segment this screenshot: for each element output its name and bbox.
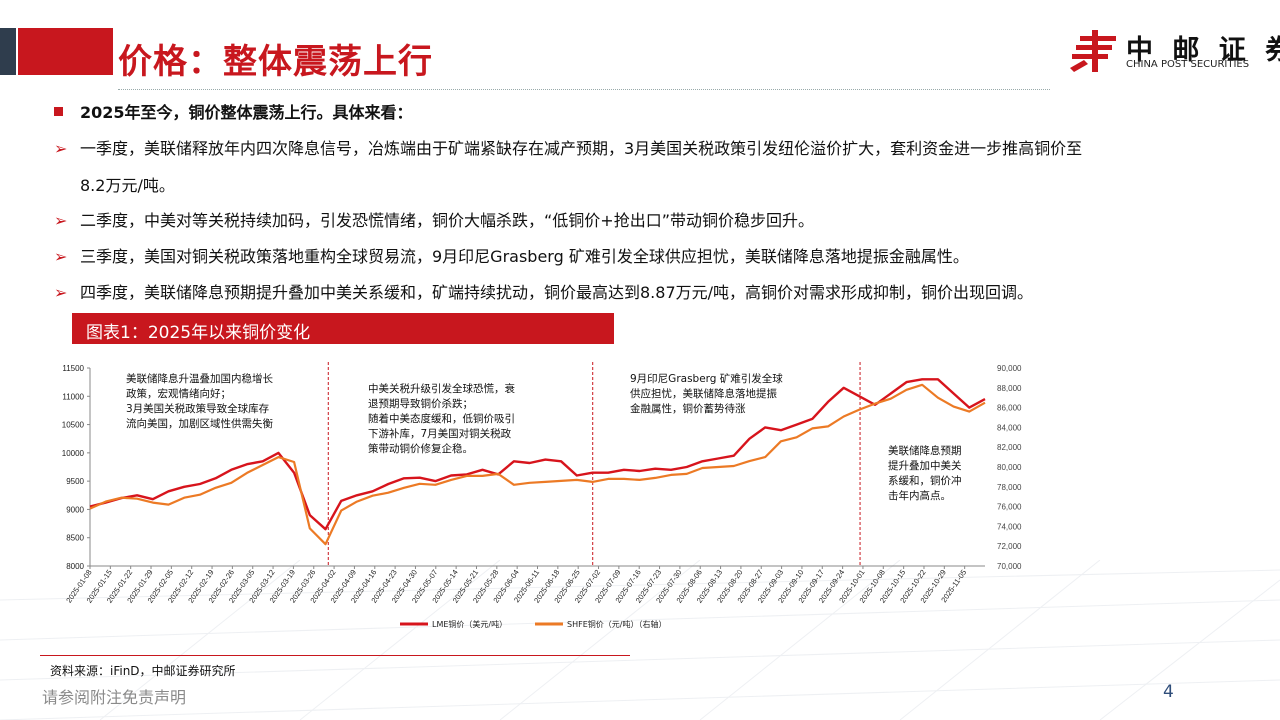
annotation-line: 美联储降息升温叠加国内稳增长 [126,372,273,385]
y-left-tick-label: 10500 [62,421,85,430]
annotation-line: 政策，宏观情绪向好； [126,387,231,400]
y-right-tick-label: 80,000 [997,463,1022,472]
header-divider [118,89,1050,90]
y-right-tick-label: 72,000 [997,542,1022,551]
summary-bullet: 2025年至今，铜价整体震荡上行。具体来看： [54,99,413,123]
annotation-line: 3月美国关税政策导致全球库存 [126,402,270,415]
company-logo: 中 邮 证 券 CHINA POST SECURITIES [1070,26,1280,76]
page-title: 价格：整体震荡上行 [118,42,433,82]
arrow-bullet-icon: ➢ [54,247,68,266]
annotation-line: 提升叠加中美关 [888,459,962,472]
y-left-tick-label: 8000 [66,562,84,571]
y-left-tick-label: 8500 [66,534,84,543]
q4-bullet: ➢ 四季度，美联储降息预期提升叠加中美关系缓和，矿端持续扰动，铜价最高达到8.87… [54,279,1033,303]
annotation-line: 中美关税升级引发全球恐慌，衰 [368,382,515,395]
y-left-tick-label: 9000 [66,505,84,514]
source-divider [40,655,630,656]
annotation-line: 供应担忧，美联储降息落地提振 [630,387,777,400]
q3-bullet: ➢ 三季度，美国对铜关税政策落地重构全球贸易流，9月印尼Grasberg 矿难引发… [54,243,969,267]
annotation-line: 下游补库，7月美国对铜关税政 [368,427,512,440]
q1-bullet: ➢ 一季度，美联储释放年内四次降息信号，冶炼端由于矿端紧缺存在减产预期，3月美国关… [54,135,1082,159]
y-right-tick-label: 70,000 [997,562,1022,571]
legend-label: SHFE铜价（元/吨）（右轴） [567,619,666,629]
y-right-tick-label: 74,000 [997,522,1022,531]
title-accent-red [18,28,113,75]
summary-text: 2025年至今，铜价整体震荡上行。具体来看： [80,103,413,122]
y-left-tick-label: 11000 [62,392,84,401]
legend-label: LME铜价（美元/吨） [432,619,507,629]
y-right-tick-label: 76,000 [997,503,1022,512]
y-left-tick-label: 9500 [66,477,84,486]
q2-text: 二季度，中美对等关税持续加码，引发恐慌情绪，铜价大幅杀跌，“低铜价+抢出口”带动… [80,211,814,230]
q1-text: 一季度，美联储释放年内四次降息信号，冶炼端由于矿端紧缺存在减产预期，3月美国关税… [80,139,1083,158]
arrow-bullet-icon: ➢ [54,211,68,230]
annotation-line: 美联储降息预期 [888,444,962,457]
china-post-emblem-icon [1070,30,1116,72]
arrow-bullet-icon: ➢ [54,139,68,158]
arrow-bullet-icon: ➢ [54,283,68,302]
background-pattern [0,560,1280,720]
y-right-tick-label: 82,000 [997,443,1022,452]
figure-title: 图表1：2025年以来铜价变化 [86,323,311,343]
annotation-line: 9月印尼Grasberg 矿难引发全球 [630,372,783,385]
y-left-tick-label: 11500 [62,364,84,373]
annotation-line: 策带动铜价修复企稳。 [368,442,473,455]
annotation-line: 退预期导致铜价杀跌； [368,397,473,410]
annotation-line: 击年内高点。 [888,489,951,502]
q1-continuation: 8.2万元/吨。 [80,176,175,195]
logo-name-en: CHINA POST SECURITIES [1126,59,1250,70]
copper-price-chart: 8000 8500 9000 9500 10000 10500 11000 11500 70,0… [62,362,1022,629]
annotation-q3: 9月印尼Grasberg 矿难引发全球供应担忧，美联储降息落地提振金融属性，铜价… [630,372,783,415]
annotation-line: 随着中美态度缓和，低铜价吸引 [368,412,515,425]
title-accent-dark [0,28,16,75]
y-right-tick-label: 84,000 [997,423,1022,432]
y-right-tick-label: 78,000 [997,483,1022,492]
logo-name-cn: 中 邮 证 券 [1126,35,1280,66]
figure-title-bar: 图表1：2025年以来铜价变化 [72,313,614,344]
lme-copper-line [89,378,986,531]
y-right-tick-label: 86,000 [997,404,1022,413]
annotation-line: 流向美国，加剧区域性供需失衡 [126,417,273,430]
q3-text: 三季度，美国对铜关税政策落地重构全球贸易流，9月印尼Grasberg 矿难引发全… [80,247,969,266]
page-number: 4 [1163,682,1174,702]
square-bullet-icon [54,107,63,116]
y-left-tick-label: 10000 [62,449,85,458]
shfe-copper-line [89,383,986,546]
q2-bullet: ➢ 二季度，中美对等关税持续加码，引发恐慌情绪，铜价大幅杀跌，“低铜价+抢出口”带… [54,207,814,231]
annotation-line: 金融属性，铜价蓄势待涨 [630,402,746,415]
data-source: 资料来源：iFinD，中邮证券研究所 [50,664,236,678]
y-right-tick-label: 90,000 [997,364,1022,373]
q4-text: 四季度，美联储降息预期提升叠加中美关系缓和，矿端持续扰动，铜价最高达到8.87万… [80,283,1034,302]
disclaimer: 请参阅附注免责声明 [42,688,187,707]
annotation-line: 系缓和，铜价冲 [888,474,962,487]
y-right-tick-label: 88,000 [997,384,1022,393]
